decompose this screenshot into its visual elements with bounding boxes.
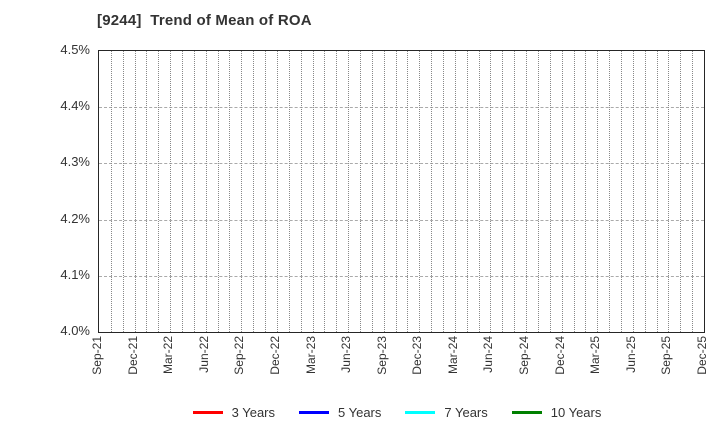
- vertical-gridline: [431, 51, 433, 332]
- vertical-gridline: [241, 51, 243, 332]
- vertical-gridline: [609, 51, 611, 332]
- y-tick-label: 4.5%: [60, 42, 90, 57]
- y-tick-label: 4.3%: [60, 154, 90, 170]
- x-tick-label: Sep-21: [90, 336, 104, 375]
- y-tick-label: 4.4%: [60, 98, 90, 114]
- y-tick-label: 4.1%: [60, 266, 90, 282]
- x-tick-label: Dec-21: [125, 336, 140, 375]
- plot-area: [98, 50, 705, 333]
- legend-item-10-years: 10 Years: [511, 405, 602, 420]
- vertical-gridline: [134, 51, 136, 332]
- vertical-gridline: [526, 51, 528, 332]
- x-tick-label: Jun-25: [623, 336, 638, 373]
- chart-title: [9244] Trend of Mean of ROA: [97, 12, 312, 29]
- vertical-gridline: [182, 51, 184, 332]
- legend-label: 3 Years: [231, 405, 275, 420]
- legend-line-swatch: [511, 411, 542, 414]
- x-tick-label: Jun-23: [339, 336, 354, 373]
- vertical-gridline: [336, 51, 338, 332]
- vertical-gridline: [454, 51, 456, 332]
- vertical-gridline: [620, 51, 622, 332]
- vertical-gridline: [170, 51, 172, 332]
- legend-line-swatch: [299, 411, 329, 414]
- horizontal-gridline: [99, 107, 704, 109]
- x-tick-label: Jun-22: [196, 336, 211, 373]
- vertical-gridline: [359, 51, 361, 332]
- vertical-gridline: [217, 51, 219, 332]
- vertical-gridline: [205, 51, 207, 332]
- vertical-gridline: [395, 51, 397, 332]
- x-tick-label: Dec-24: [552, 336, 567, 375]
- vertical-gridline: [324, 51, 326, 332]
- vertical-gridline: [288, 51, 290, 332]
- vertical-gridline: [692, 51, 694, 332]
- vertical-gridline: [443, 51, 445, 332]
- vertical-gridline: [193, 51, 195, 332]
- x-tick-label: Mar-24: [445, 336, 460, 375]
- vertical-gridline: [122, 51, 124, 332]
- vertical-gridline: [502, 51, 504, 332]
- x-tick-label: Mar-22: [161, 336, 176, 375]
- x-tick-label: Dec-23: [410, 336, 425, 375]
- vertical-gridline: [656, 51, 658, 332]
- x-tick-label: Sep-24: [517, 336, 532, 375]
- x-tick-label: Dec-25: [695, 336, 709, 375]
- vertical-gridline: [597, 51, 599, 332]
- vertical-gridline: [265, 51, 267, 332]
- vertical-gridline: [276, 51, 278, 332]
- legend-line-swatch: [192, 411, 223, 414]
- vertical-gridline: [680, 51, 682, 332]
- y-tick-label: 4.2%: [60, 210, 90, 226]
- x-tick-label: Jun-24: [481, 336, 496, 373]
- vertical-gridline: [537, 51, 539, 332]
- vertical-gridline: [585, 51, 587, 332]
- y-tick-label: 4.0%: [60, 323, 90, 338]
- vertical-gridline: [490, 51, 492, 332]
- x-tick-label: Sep-25: [659, 336, 674, 375]
- vertical-gridline: [253, 51, 255, 332]
- horizontal-gridline: [99, 163, 704, 165]
- vertical-gridline: [371, 51, 373, 332]
- horizontal-gridline: [99, 275, 704, 277]
- vertical-gridline: [407, 51, 409, 332]
- vertical-gridline: [466, 51, 468, 332]
- legend-item-7-years: 7 Years: [405, 405, 488, 420]
- vertical-gridline: [229, 51, 231, 332]
- vertical-gridline: [158, 51, 160, 332]
- legend: 3 Years 5 Years 7 Years 10 Years: [74, 405, 720, 420]
- vertical-gridline: [146, 51, 148, 332]
- vertical-gridline: [632, 51, 634, 332]
- vertical-gridline: [478, 51, 480, 332]
- vertical-gridline: [110, 51, 112, 332]
- vertical-gridline: [561, 51, 563, 332]
- vertical-gridline: [300, 51, 302, 332]
- x-tick-label: Sep-22: [232, 336, 247, 375]
- vertical-gridline: [573, 51, 575, 332]
- legend-item-5-years: 5 Years: [299, 405, 381, 420]
- x-tick-label: Mar-23: [303, 336, 318, 375]
- legend-label: 10 Years: [550, 405, 602, 420]
- legend-item-3-years: 3 Years: [192, 405, 275, 420]
- x-tick-label: Mar-25: [588, 336, 603, 375]
- horizontal-gridline: [99, 219, 704, 221]
- vertical-gridline: [383, 51, 385, 332]
- x-tick-label: Dec-22: [267, 336, 282, 375]
- vertical-gridline: [549, 51, 551, 332]
- legend-label: 7 Years: [444, 405, 488, 420]
- vertical-gridline: [348, 51, 350, 332]
- vertical-gridline: [668, 51, 670, 332]
- x-tick-label: Sep-23: [374, 336, 389, 375]
- vertical-gridline: [644, 51, 646, 332]
- vertical-gridline: [312, 51, 314, 332]
- legend-line-swatch: [405, 411, 436, 414]
- vertical-gridline: [514, 51, 516, 332]
- vertical-gridline: [419, 51, 421, 332]
- legend-label: 5 Years: [338, 405, 382, 420]
